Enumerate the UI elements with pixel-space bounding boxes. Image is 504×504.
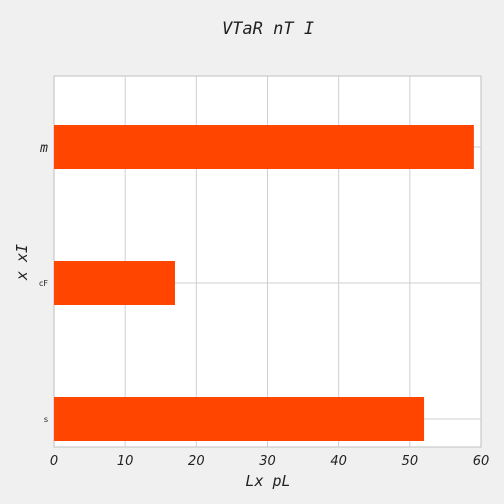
y-axis-label: x xI	[13, 244, 31, 281]
bar-cF	[54, 261, 175, 305]
bar-m	[54, 125, 474, 169]
bars	[54, 125, 474, 441]
x-tick-label: 20	[188, 454, 205, 469]
x-axis-label: Lx pL	[245, 472, 290, 490]
y-tick-label: m	[39, 141, 48, 156]
y-tick-label: cF	[39, 279, 48, 288]
bar-s	[54, 397, 425, 441]
x-tick-label: 50	[402, 454, 419, 469]
x-tick-label: 40	[330, 454, 347, 469]
y-tick-labels: s cF m	[39, 141, 48, 424]
x-tick-label: 30	[259, 454, 276, 469]
y-tick-label: s	[44, 415, 48, 424]
x-tick-label: 60	[473, 454, 490, 469]
x-tick-label: 0	[50, 454, 58, 469]
x-tick-labels: 0 10 20 30 40 50 60	[50, 454, 489, 469]
x-tick-label: 10	[117, 454, 134, 469]
chart-title: VTaR nT I	[222, 19, 314, 39]
